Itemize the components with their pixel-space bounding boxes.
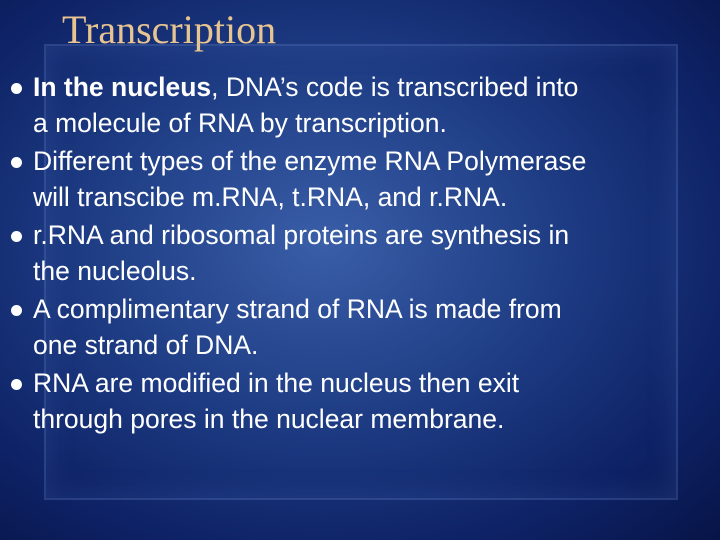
bullet-text: r.RNA and ribosomal proteins are synthes…	[33, 220, 570, 250]
bullet-line: one strand of DNA.	[33, 328, 710, 364]
bullet-line: will transcibe m.RNA, t.RNA, and r.RNA.	[33, 180, 710, 216]
bullet-marker	[11, 379, 22, 390]
bullet-line: the nucleolus.	[33, 254, 710, 290]
bullet-text: , DNA’s code is transcribed into	[211, 72, 579, 102]
bullet-text: A complimentary strand of RNA is made fr…	[33, 294, 562, 324]
bullet-line: In the nucleus, DNA’s code is transcribe…	[33, 70, 710, 106]
bullet-line: RNA are modified in the nucleus then exi…	[33, 366, 710, 402]
bullet-item: In the nucleus, DNA’s code is transcribe…	[10, 70, 710, 141]
bullet-item: RNA are modified in the nucleus then exi…	[10, 366, 710, 437]
bullet-line: A complimentary strand of RNA is made fr…	[33, 292, 710, 328]
bullet-marker	[11, 231, 22, 242]
frame	[44, 44, 678, 500]
bullet-text: will transcibe m.RNA, t.RNA, and r.RNA.	[33, 181, 508, 212]
bullet-line: through pores in the nuclear membrane.	[33, 402, 710, 438]
bullet-marker	[11, 83, 22, 94]
bullet-line: a molecule of RNA by transcription.	[33, 106, 710, 142]
bullet-marker	[11, 305, 22, 316]
bullet-text: the nucleolus.	[33, 255, 197, 286]
bullet-line: Different types of the enzyme RNA Polyme…	[33, 144, 710, 180]
bullet-text: Different types of the enzyme RNA Polyme…	[33, 146, 587, 176]
bullet-marker	[11, 157, 22, 168]
bullet-text: one strand of DNA.	[33, 329, 259, 360]
bullet-text: through pores in the nuclear membrane.	[33, 403, 505, 434]
bullet-line: r.RNA and ribosomal proteins are synthes…	[33, 218, 710, 254]
bullet-item: A complimentary strand of RNA is made fr…	[10, 292, 710, 363]
bullet-bold-text: In the nucleus	[33, 72, 212, 102]
bullet-item: Different types of the enzyme RNA Polyme…	[10, 144, 710, 215]
bullet-item: r.RNA and ribosomal proteins are synthes…	[10, 218, 710, 289]
slide-title: Transcription	[62, 7, 277, 52]
bullet-list: In the nucleus, DNA’s code is transcribe…	[10, 70, 710, 440]
bullet-text: RNA are modified in the nucleus then exi…	[33, 368, 520, 398]
bullet-text: a molecule of RNA by transcription.	[33, 107, 447, 138]
